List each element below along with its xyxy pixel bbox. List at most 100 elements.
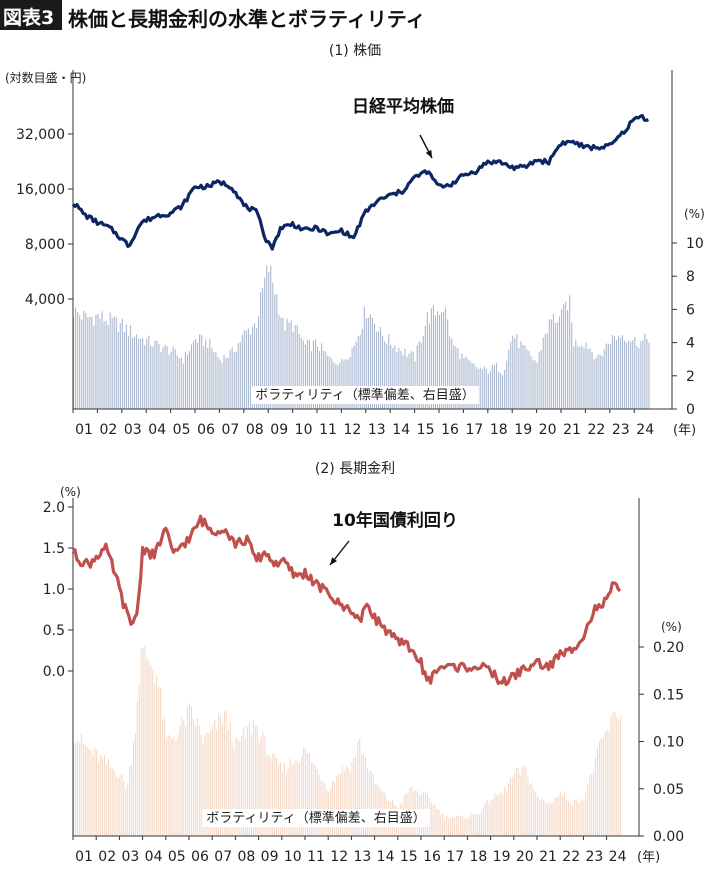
volatility-bar: [192, 718, 194, 836]
right-axis-unit: (%): [684, 207, 705, 221]
volatility-bar: [99, 318, 101, 409]
volatility-bar: [129, 766, 131, 836]
volatility-bar: [146, 339, 148, 409]
volatility-bar: [256, 328, 258, 409]
volatility-bar: [347, 359, 349, 409]
volatility-bar: [75, 307, 77, 409]
x-tick-label: 14: [392, 422, 410, 438]
volatility-bar: [506, 360, 508, 409]
volatility-bar: [117, 332, 119, 409]
volatility-bar: [355, 756, 357, 836]
volatility-bar: [185, 726, 187, 836]
volatility-bar: [301, 756, 303, 836]
volatility-bar: [251, 327, 254, 409]
volatility-bar: [144, 645, 146, 836]
volatility-bar: [363, 306, 365, 409]
volatility-bar: [201, 334, 203, 409]
left-tick-label: 16,000: [16, 182, 65, 198]
volatility-bar: [235, 351, 237, 409]
volatility-bar: [160, 351, 162, 409]
volatility-bar: [95, 314, 97, 409]
volatility-bar: [618, 720, 620, 836]
volatility-bar: [166, 346, 168, 409]
volatility-bar: [131, 764, 133, 836]
volatility-bar: [213, 352, 215, 409]
volatility-bar: [92, 755, 94, 836]
volatility-bar: [558, 316, 561, 409]
x-tick-label: 23: [585, 849, 603, 865]
volatility-bar: [101, 311, 103, 409]
right-tick-label: 0.10: [653, 735, 684, 751]
volatility-bar: [473, 814, 475, 836]
series-label: 日経平均株価: [352, 96, 454, 117]
volatility-bar: [341, 358, 343, 409]
volatility-bar: [436, 311, 439, 409]
volatility-bar: [382, 336, 384, 409]
volatility-label: ボラティリティ（標準偏差、右目盛）: [255, 387, 474, 403]
figure-title: 株価と長期金利の水準とボラティリティ: [68, 7, 426, 31]
volatility-bar: [266, 756, 268, 836]
volatility-bar: [176, 355, 178, 409]
volatility-bar: [517, 767, 519, 836]
volatility-bar: [638, 348, 640, 409]
volatility-bar: [487, 373, 489, 409]
volatility-bar: [529, 784, 531, 836]
volatility-bar: [560, 791, 562, 836]
volatility-bar: [450, 818, 452, 836]
volatility-bar: [208, 733, 210, 836]
volatility-bar: [105, 320, 107, 409]
x-tick-label: 03: [121, 849, 139, 865]
volatility-bar: [189, 703, 191, 836]
volatility-bar: [84, 744, 86, 836]
left-axis-unit: (対数目盛・円): [5, 70, 86, 85]
volatility-bar: [479, 367, 481, 409]
volatility-bar: [369, 314, 371, 409]
volatility-bar: [154, 340, 156, 409]
volatility-bar: [591, 774, 593, 836]
volatility-bar: [156, 340, 158, 409]
volatility-bar: [581, 345, 583, 409]
x-tick-label: 22: [562, 849, 580, 865]
volatility-bar: [231, 347, 233, 409]
volatility-bar: [97, 313, 99, 409]
volatility-bar: [294, 325, 296, 409]
volatility-bar: [366, 768, 368, 836]
volatility-bar: [164, 344, 166, 409]
volatility-bar: [285, 773, 287, 836]
volatility-bar: [125, 324, 127, 409]
volatility-bar: [293, 763, 295, 836]
volatility-bar: [467, 818, 469, 836]
volatility-bar: [274, 294, 276, 409]
volatility-bar: [614, 711, 616, 836]
volatility-bar: [100, 755, 102, 836]
x-tick-label: 03: [124, 422, 142, 438]
volatility-bar: [434, 315, 437, 409]
volatility-bar: [85, 313, 87, 409]
right-tick-label: 4: [686, 336, 695, 352]
volatility-bar: [202, 744, 204, 836]
volatility-bar: [134, 733, 136, 836]
left-tick-label: 8,000: [25, 237, 65, 253]
volatility-bar: [554, 323, 556, 409]
volatility-bar: [511, 777, 513, 836]
volatility-bar: [496, 795, 498, 836]
volatility-bar: [519, 774, 521, 836]
volatility-bar: [158, 686, 160, 836]
volatility-bar: [218, 713, 220, 836]
volatility-bar: [531, 783, 533, 836]
volatility-bar: [453, 345, 455, 409]
volatility-bar: [489, 371, 491, 409]
volatility-bar: [477, 814, 479, 836]
volatility-bar: [613, 336, 615, 409]
volatility-bar: [484, 802, 486, 836]
volatility-bar: [593, 770, 595, 836]
volatility-bar: [119, 323, 121, 409]
volatility-bar: [252, 720, 254, 836]
volatility-bar: [420, 342, 422, 409]
volatility-bar: [212, 725, 214, 836]
volatility-bar: [609, 344, 611, 409]
volatility-bar: [247, 328, 249, 409]
volatility-bar: [534, 360, 536, 409]
volatility-bar: [111, 318, 113, 409]
x-tick-label: 09: [261, 849, 279, 865]
